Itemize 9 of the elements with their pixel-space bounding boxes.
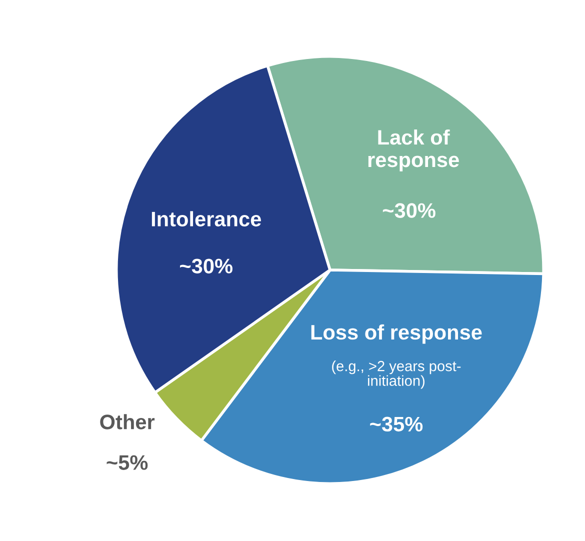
data-label: ~30%	[382, 203, 436, 218]
slice-label: Intolerance	[152, 211, 261, 226]
data-label: ~5%	[106, 455, 148, 470]
text: (e.g., >2 years post- initiation)	[332, 360, 461, 389]
data-label: ~35%	[370, 416, 423, 432]
slice-label: Lack of response	[368, 129, 459, 172]
slice-label: Loss of response	[311, 324, 482, 344]
data-label: ~30%	[180, 258, 232, 274]
slice-label: Other	[100, 414, 155, 430]
